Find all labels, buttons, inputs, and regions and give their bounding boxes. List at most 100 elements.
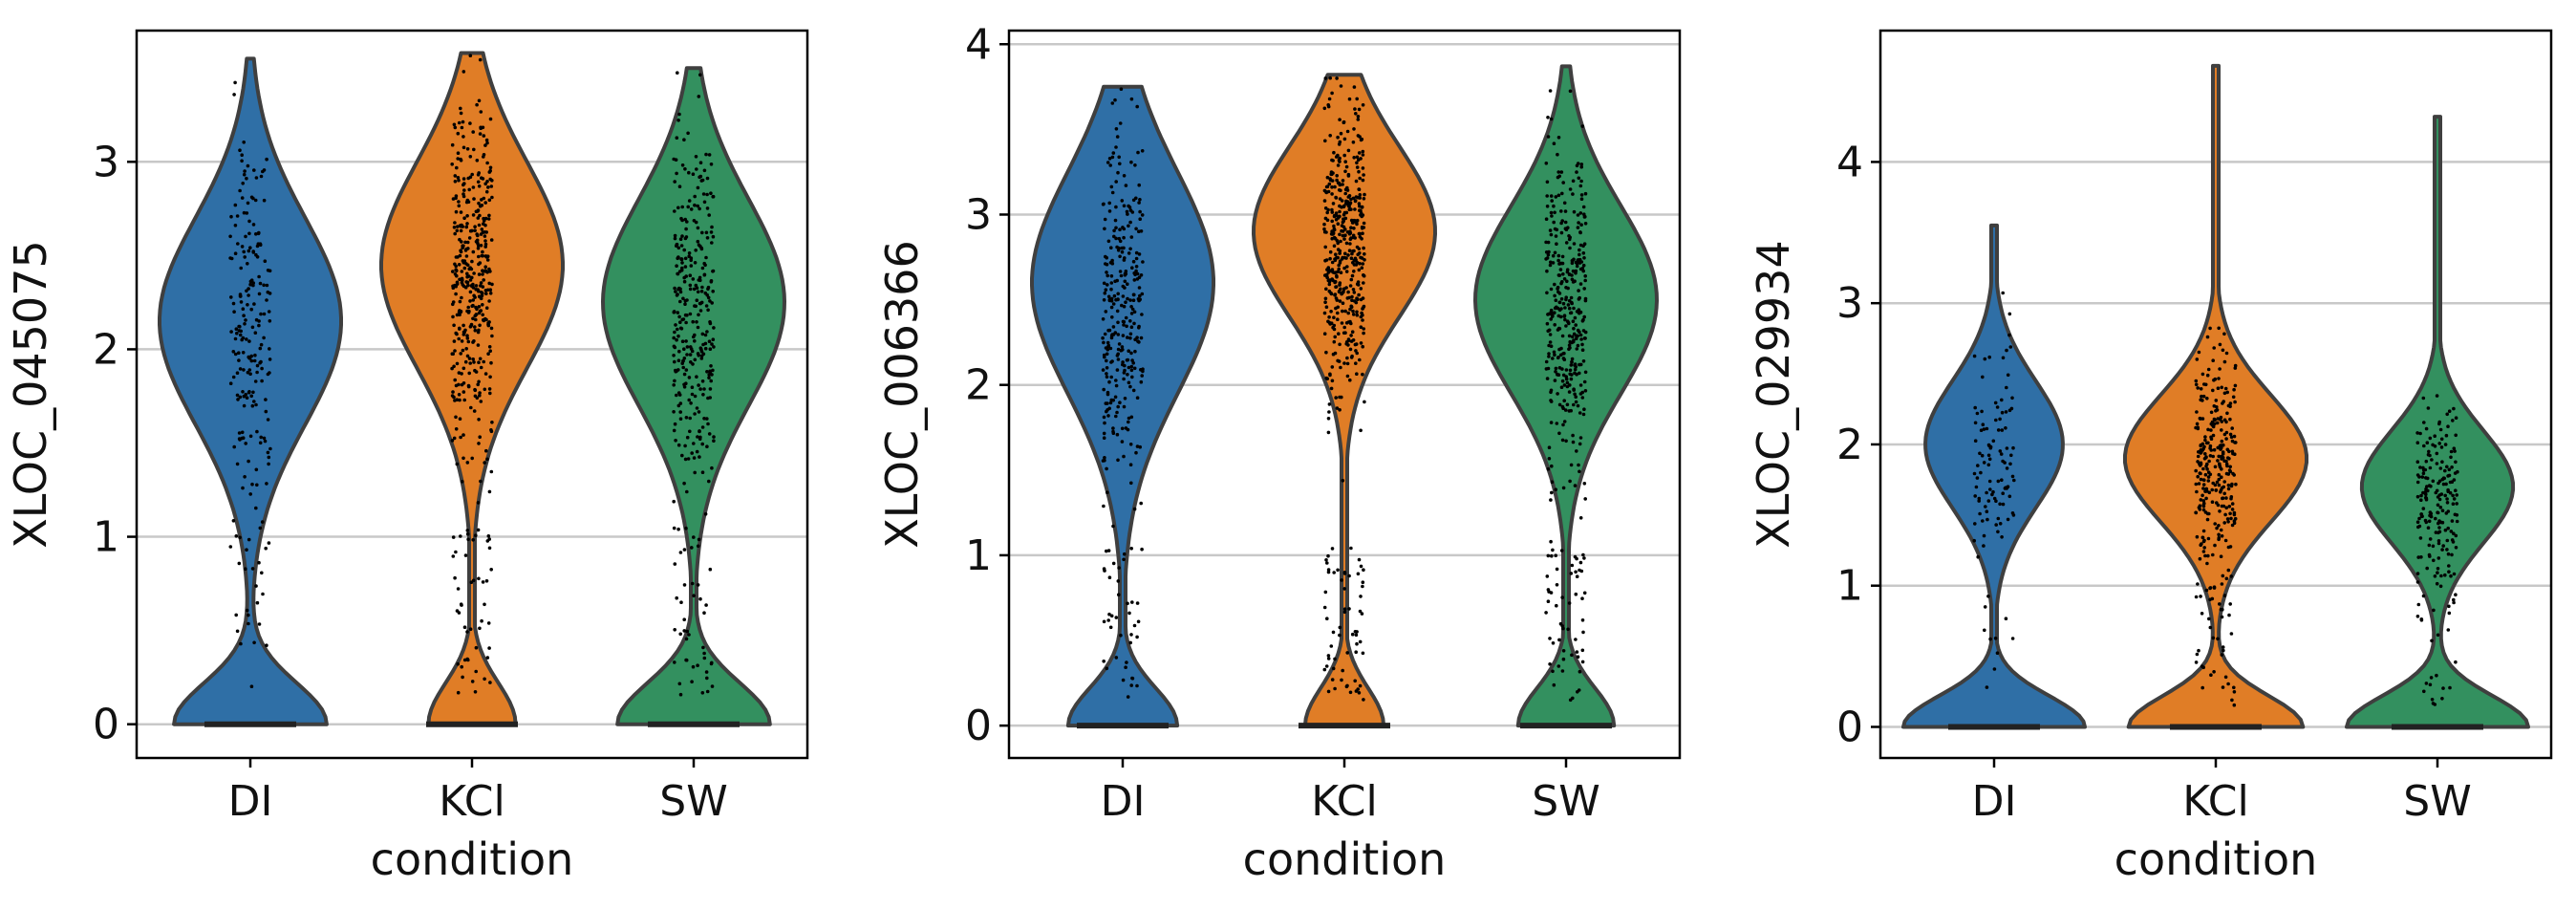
data-point — [1973, 522, 1977, 526]
data-point — [457, 204, 462, 208]
data-point — [1355, 641, 1359, 646]
data-point — [1574, 323, 1578, 327]
data-point — [486, 352, 490, 357]
data-point — [2220, 439, 2224, 444]
data-point — [474, 645, 479, 650]
data-point — [474, 284, 479, 288]
data-point — [1137, 252, 1142, 256]
data-point — [693, 261, 698, 265]
data-point — [476, 501, 481, 505]
data-point — [483, 372, 488, 376]
data-point — [452, 436, 457, 441]
data-point — [1110, 258, 1114, 263]
data-point — [1140, 547, 1144, 552]
data-point — [2450, 552, 2454, 557]
data-point — [1138, 217, 1142, 221]
data-point — [1359, 287, 1363, 291]
data-point — [1559, 170, 1564, 174]
data-point — [704, 670, 709, 674]
data-point — [707, 213, 711, 217]
data-point — [672, 526, 676, 530]
data-point — [1128, 332, 1133, 336]
data-point — [1356, 118, 1361, 121]
data-point — [690, 581, 695, 586]
data-point — [1576, 226, 1580, 229]
data-point — [1135, 396, 1140, 400]
data-point — [1562, 399, 1566, 403]
data-point — [229, 330, 233, 334]
data-point — [1340, 395, 1343, 400]
data-point — [1567, 334, 1572, 338]
data-point — [1986, 463, 1991, 467]
data-point — [1342, 361, 1346, 365]
data-point — [2007, 333, 2011, 337]
data-point — [247, 339, 251, 343]
data-point — [2215, 501, 2219, 505]
data-point — [1123, 279, 1127, 284]
data-point — [2452, 600, 2456, 605]
data-point — [1573, 279, 1577, 284]
data-point — [1334, 252, 1338, 257]
data-point — [2448, 480, 2453, 485]
data-point — [1979, 428, 1984, 433]
data-point — [247, 390, 251, 394]
data-point — [1986, 453, 1991, 458]
data-point — [484, 255, 489, 259]
data-point — [1582, 407, 1586, 412]
data-point — [1324, 664, 1329, 668]
data-point — [2436, 567, 2440, 571]
data-point — [691, 664, 696, 669]
y-tick-label: 0 — [1836, 703, 1863, 751]
data-point — [1549, 399, 1553, 402]
data-point — [2209, 428, 2213, 432]
x-tick-label-sw: SW — [1532, 777, 1599, 826]
data-point — [1339, 131, 1343, 136]
data-point — [2432, 608, 2436, 613]
data-point — [1570, 301, 1574, 306]
data-point — [1564, 375, 1568, 379]
data-point — [2204, 465, 2208, 468]
data-point — [2422, 689, 2426, 694]
data-point — [2430, 698, 2435, 702]
data-point — [2433, 434, 2436, 439]
data-point — [1574, 400, 1578, 404]
data-point — [469, 322, 474, 327]
data-point — [469, 405, 473, 410]
data-point — [701, 645, 705, 650]
data-point — [678, 417, 683, 422]
data-point — [1356, 283, 1361, 287]
data-point — [2436, 503, 2440, 508]
data-point — [2217, 535, 2222, 540]
data-point — [1555, 422, 1559, 425]
data-point — [1328, 177, 1332, 181]
data-point — [242, 403, 247, 408]
data-point — [267, 310, 271, 314]
data-point — [2233, 516, 2238, 521]
data-point — [700, 285, 704, 290]
data-point — [264, 409, 268, 414]
violin-body-sw — [1473, 64, 1659, 728]
data-point — [1568, 479, 1572, 484]
data-point — [1121, 294, 1126, 298]
data-point — [466, 176, 471, 181]
data-point — [2219, 554, 2223, 558]
data-point — [460, 295, 463, 300]
data-point — [695, 167, 698, 171]
data-point — [1106, 161, 1110, 164]
data-point — [2004, 410, 2008, 414]
data-point — [1546, 116, 1550, 119]
data-point — [1346, 148, 1351, 153]
data-point — [1351, 313, 1356, 316]
data-point — [1129, 97, 1134, 101]
data-point — [1358, 251, 1362, 255]
data-point — [1578, 211, 1583, 215]
data-point — [2212, 585, 2217, 589]
data-point — [253, 198, 258, 203]
data-point — [1575, 347, 1579, 351]
data-point — [676, 327, 679, 332]
data-point — [1357, 202, 1362, 206]
data-point — [264, 398, 268, 401]
data-point — [2219, 487, 2223, 492]
data-point — [685, 489, 689, 494]
